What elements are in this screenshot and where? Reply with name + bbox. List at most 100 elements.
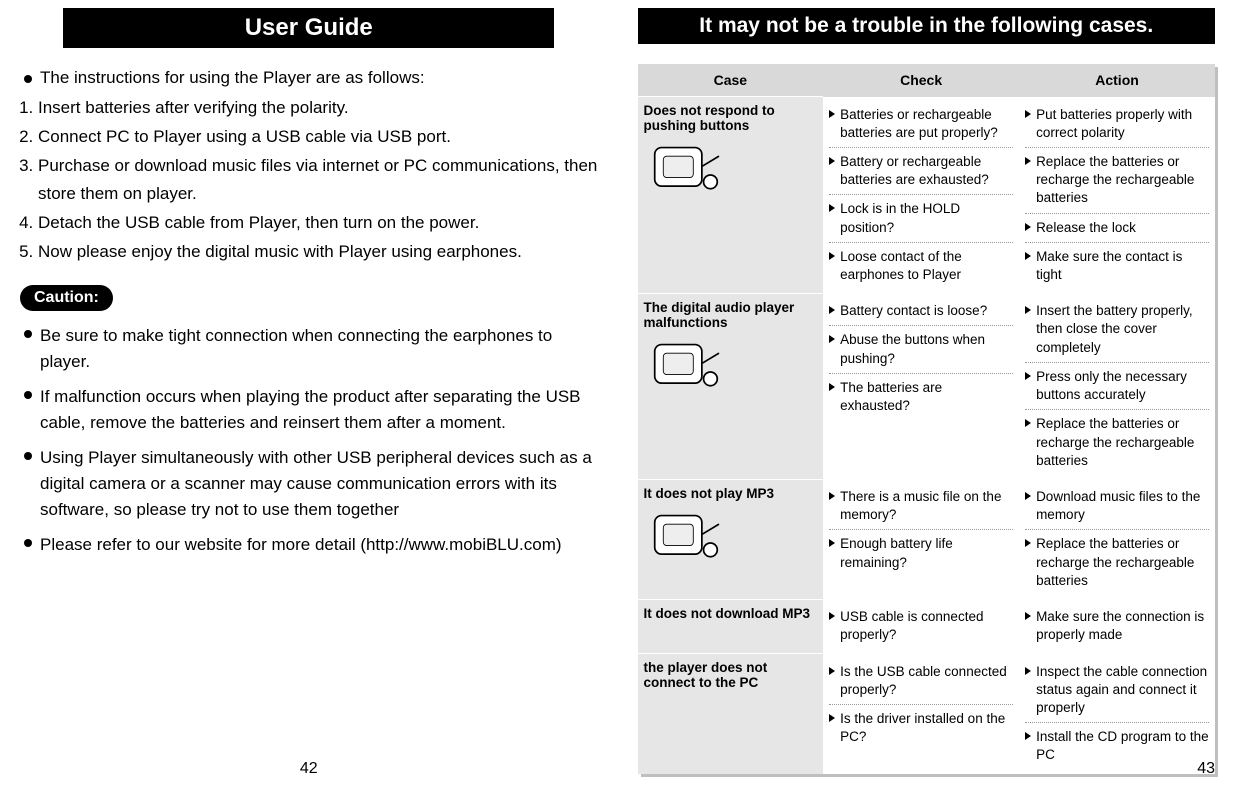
table-row: The digital audio player malfunctionsBat… [638,293,1216,479]
check-text: Abuse the buttons when pushing? [840,331,1013,367]
table-header-row: Case Check Action [638,64,1216,97]
action-item: Replace the batteries or recharge the re… [1025,147,1209,211]
action-cell: Make sure the connection is properly mad… [1019,599,1215,653]
case-illustration-icon [644,507,734,567]
check-text: Loose contact of the earphones to Player [840,248,1013,284]
case-title: It does not play MP3 [644,486,818,501]
triangle-icon [1025,612,1031,620]
case-title: The digital audio player malfunctions [644,300,818,330]
triangle-icon [1025,223,1031,231]
table-row: the player does not connect to the PCIs … [638,654,1216,774]
caution-item: Be sure to make tight connection when co… [20,323,598,376]
caution-text: Please refer to our website for more det… [40,532,598,558]
case-illustration-icon [644,336,734,396]
case-cell: The digital audio player malfunctions [638,293,824,479]
action-item: Replace the batteries or recharge the re… [1025,409,1209,473]
user-guide-header: User Guide [63,8,554,48]
caution-text: If malfunction occurs when playing the p… [40,384,598,437]
triangle-icon [829,383,835,391]
check-cell: There is a music file on the memory? Enou… [823,479,1019,599]
triangle-icon [829,714,835,722]
triangle-icon [829,612,835,620]
triangle-icon [829,492,835,500]
action-text: Put batteries properly with correct pola… [1036,106,1209,142]
triangle-icon [1025,667,1031,675]
page-left: User Guide The instructions for using th… [0,0,618,786]
triangle-icon [829,335,835,343]
triangle-icon [829,252,835,260]
triangle-icon [1025,732,1031,740]
check-text: The batteries are exhausted? [840,379,1013,415]
action-item: Make sure the connection is properly mad… [1025,605,1209,647]
bullet-icon [24,75,32,83]
step-item: Purchase or download music files via int… [38,152,598,206]
case-title: the player does not connect to the PC [644,660,818,690]
check-item: The batteries are exhausted? [829,373,1013,418]
check-cell: Batteries or rechargeable batteries are … [823,97,1019,294]
caution-item: If malfunction occurs when playing the p… [20,384,598,437]
check-text: Enough battery life remaining? [840,535,1013,571]
action-cell: Inspect the cable connection status agai… [1019,654,1215,774]
case-title: It does not download MP3 [644,606,818,621]
triangle-icon [1025,372,1031,380]
triangle-icon [829,204,835,212]
check-item: USB cable is connected properly? [829,605,1013,647]
check-item: Abuse the buttons when pushing? [829,325,1013,370]
check-cell: Is the USB cable connected properly? Is t… [823,654,1019,774]
action-text: Replace the batteries or recharge the re… [1036,535,1209,590]
intro-text: The instructions for using the Player ar… [40,68,425,88]
action-item: Replace the batteries or recharge the re… [1025,529,1209,593]
case-illustration-icon [644,139,734,199]
check-item: Enough battery life remaining? [829,529,1013,574]
check-cell: Battery contact is loose? Abuse the butto… [823,293,1019,479]
case-title: Does not respond to pushing buttons [644,103,818,133]
check-item: Is the driver installed on the PC? [829,704,1013,749]
col-action: Action [1019,64,1215,97]
triangle-icon [829,667,835,675]
action-item: Download music files to the memory [1025,485,1209,527]
step-item: Now please enjoy the digital music with … [38,238,598,265]
action-text: Release the lock [1036,219,1136,237]
bullet-icon [24,452,32,460]
triangle-icon [829,306,835,314]
check-text: Is the USB cable connected properly? [840,663,1013,699]
check-text: There is a music file on the memory? [840,488,1013,524]
triangle-icon [829,157,835,165]
caution-item: Please refer to our website for more det… [20,532,598,558]
action-cell: Insert the battery properly, then close … [1019,293,1215,479]
check-cell: USB cable is connected properly? [823,599,1019,653]
action-text: Install the CD program to the PC [1036,728,1209,764]
triangle-icon [1025,419,1031,427]
trouble-table: Case Check Action Does not respond to pu… [638,64,1216,774]
caution-list: Be sure to make tight connection when co… [20,323,598,558]
action-text: Press only the necessary buttons accurat… [1036,368,1209,404]
check-item: Loose contact of the earphones to Player [829,242,1013,287]
triangle-icon [1025,306,1031,314]
caution-label: Caution: [20,285,113,311]
check-item: Lock is in the HOLD position? [829,194,1013,239]
caution-text: Be sure to make tight connection when co… [40,323,598,376]
check-text: Batteries or rechargeable batteries are … [840,106,1013,142]
triangle-icon [1025,252,1031,260]
action-text: Make sure the connection is properly mad… [1036,608,1209,644]
action-text: Make sure the contact is tight [1036,248,1209,284]
col-check: Check [823,64,1019,97]
check-item: Battery or rechargeable batteries are ex… [829,147,1013,192]
action-cell: Download music files to the memory Replac… [1019,479,1215,599]
bullet-icon [24,330,32,338]
troubleshoot-header: It may not be a trouble in the following… [638,8,1216,44]
action-item: Insert the battery properly, then close … [1025,299,1209,360]
check-item: Batteries or rechargeable batteries are … [829,103,1013,145]
action-text: Inspect the cable connection status agai… [1036,663,1209,718]
check-item: There is a music file on the memory? [829,485,1013,527]
check-text: Lock is in the HOLD position? [840,200,1013,236]
check-text: Battery contact is loose? [840,302,987,320]
check-item: Is the USB cable connected properly? [829,660,1013,702]
table-row: It does not play MP3 There is a music fil… [638,479,1216,599]
action-text: Replace the batteries or recharge the re… [1036,415,1209,470]
case-cell: It does not play MP3 [638,479,824,599]
action-text: Download music files to the memory [1036,488,1209,524]
page-right: It may not be a trouble in the following… [618,0,1235,786]
check-text: USB cable is connected properly? [840,608,1013,644]
case-cell: the player does not connect to the PC [638,654,824,774]
